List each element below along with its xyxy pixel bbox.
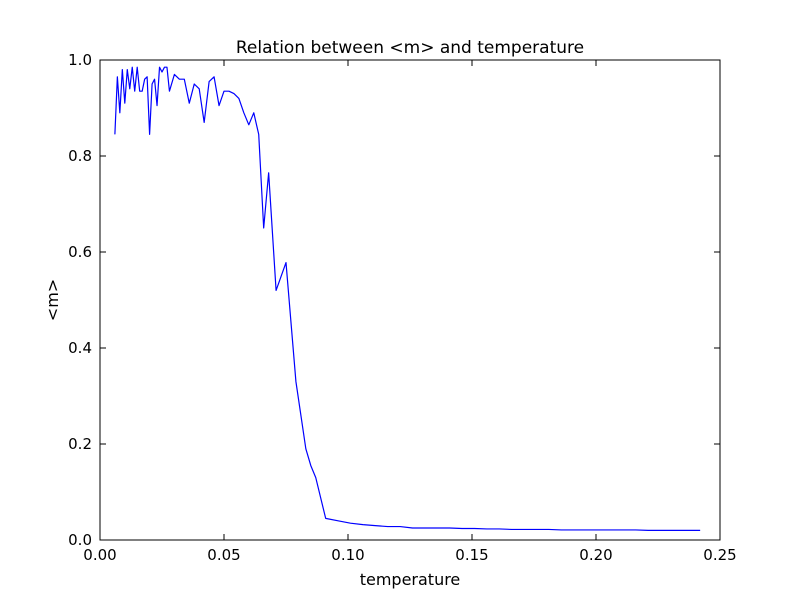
x-tick-label: 0.20 (579, 546, 612, 564)
y-tick-label: 0.6 (68, 243, 92, 261)
x-tick-label: 0.15 (455, 546, 488, 564)
y-tick-label: 0.4 (68, 339, 92, 357)
data-series (114, 66, 701, 532)
plot-frame (99, 59, 721, 541)
y-tick-label: 1.0 (68, 51, 92, 69)
x-tick-label: 0.00 (83, 546, 116, 564)
y-tick-label: 0.0 (68, 531, 92, 549)
y-tick-label: 0.2 (68, 435, 92, 453)
axis-tick-labels: 0.00 0.05 0.10 0.15 0.20 0.25 0.0 0.2 0.4 0.6 0.8 1… (68, 51, 737, 564)
x-tick-label: 0.10 (331, 546, 364, 564)
y-tick-label: 0.8 (68, 147, 92, 165)
chart-title: Relation between <m> and temperature (236, 38, 584, 58)
x-tick-label: 0.25 (703, 546, 736, 564)
x-tick-label: 0.05 (207, 546, 240, 564)
series-line (114, 66, 701, 532)
y-axis-label: <m> (43, 279, 62, 321)
x-axis-label: temperature (360, 570, 461, 589)
